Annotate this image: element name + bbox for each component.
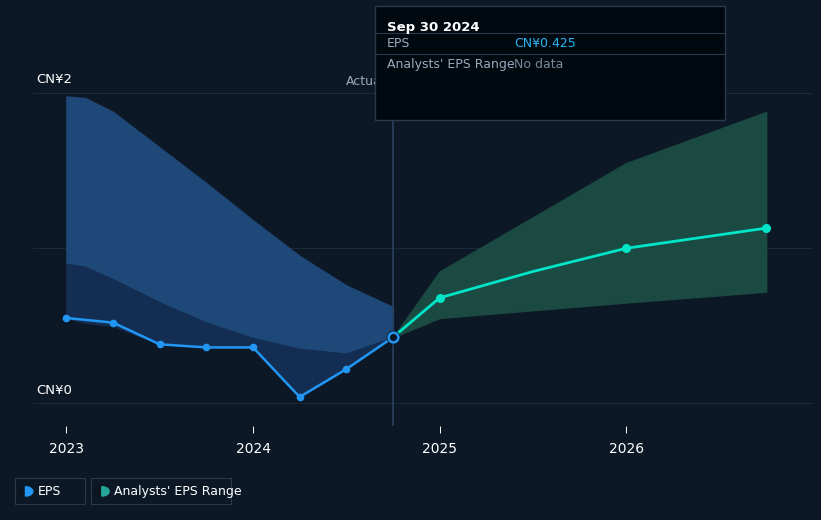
Text: Analysts Forecasts: Analysts Forecasts bbox=[401, 75, 516, 88]
Text: No data: No data bbox=[514, 58, 563, 71]
Text: CN¥2: CN¥2 bbox=[37, 73, 72, 86]
Text: CN¥0.425: CN¥0.425 bbox=[514, 37, 576, 50]
Text: Analysts' EPS Range: Analysts' EPS Range bbox=[387, 58, 514, 71]
Text: EPS: EPS bbox=[38, 485, 61, 498]
Text: EPS: EPS bbox=[387, 37, 410, 50]
Text: Sep 30 2024: Sep 30 2024 bbox=[387, 21, 479, 34]
Text: CN¥0: CN¥0 bbox=[37, 384, 72, 397]
Text: Actual: Actual bbox=[346, 75, 386, 88]
Text: Analysts' EPS Range: Analysts' EPS Range bbox=[114, 485, 241, 498]
